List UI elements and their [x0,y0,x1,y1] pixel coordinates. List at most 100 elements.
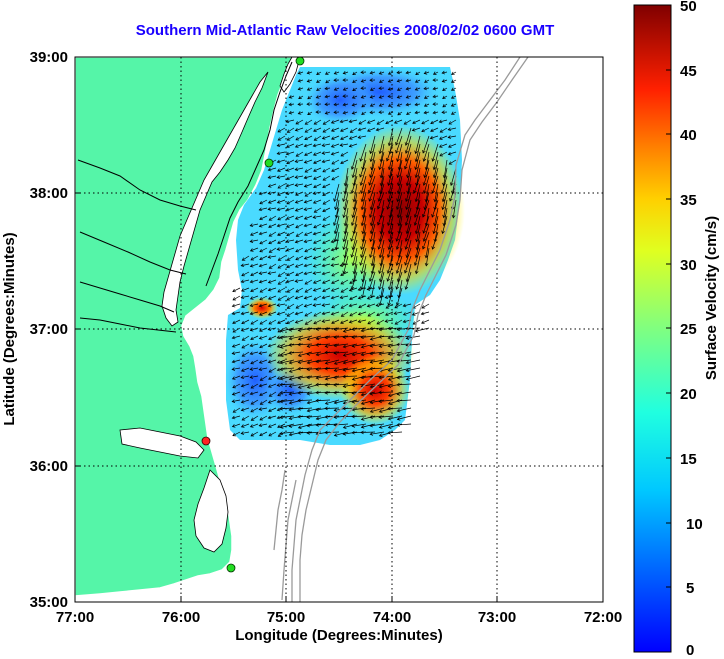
velocity-arrow-head [279,360,284,365]
velocity-arrow-head [378,334,382,339]
velocity-arrow-head [297,398,301,403]
velocity-arrow [432,231,439,250]
velocity-arrow [394,319,403,325]
velocity-arrow-head [322,248,326,253]
velocity-arrow [307,95,313,100]
velocity-arrow [415,143,421,162]
velocity-arrow-head [432,166,437,171]
velocity-arrow [367,295,376,300]
velocity-arrow-head [360,95,365,99]
velocity-arrow-head [297,337,302,341]
velocity-arrow-head [378,71,383,75]
velocity-arrow-head [288,384,293,388]
velocity-arrow-head [258,367,263,371]
station-marker-active[interactable] [201,436,211,446]
velocity-arrow-head [304,321,309,325]
velocity-arrow-head [276,200,281,204]
velocity-arrow [369,263,376,282]
velocity-arrow [250,335,259,340]
velocity-arrow-head [277,257,282,261]
velocity-arrow-head [286,272,290,277]
velocity-arrow-head [277,265,282,269]
velocity-arrow-head [276,407,281,412]
station-marker[interactable] [226,563,236,573]
velocity-arrow [296,151,304,157]
velocity-arrow [397,175,403,194]
velocity-arrow [277,343,286,348]
y-tick-label: 38:00 [30,185,68,202]
velocity-arrow-head [313,209,318,213]
velocity-arrow-head [315,95,320,99]
velocity-arrow-head [250,417,255,421]
velocity-arrow [286,247,295,251]
velocity-arrow [277,143,286,147]
velocity-arrow [433,111,439,114]
velocity-arrow [360,271,367,290]
velocity-arrow-head [331,273,335,277]
velocity-arrow-head [268,353,273,357]
velocity-arrow-head [379,158,384,163]
velocity-arrow [268,199,277,204]
velocity-arrow-head [279,345,284,349]
velocity-arrow-head [288,392,293,396]
velocity-arrow-head [321,271,326,276]
velocity-arrow [277,287,286,293]
velocity-arrow-head [295,256,299,261]
velocity-arrow [379,223,385,242]
velocity-arrow-head [276,311,281,316]
velocity-arrow [298,111,304,115]
velocity-arrow [358,319,367,323]
velocity-arrow-head [276,376,281,380]
velocity-arrow [359,159,367,178]
velocity-arrow [268,343,277,347]
station-marker[interactable] [295,57,305,66]
pamlico-sound [193,469,229,553]
velocity-arrow [377,191,385,210]
velocity-arrow [397,263,403,282]
velocity-arrow [334,103,340,106]
velocity-arrow-head [378,95,383,99]
velocity-arrow [376,319,385,325]
velocity-arrow-head [294,167,299,172]
velocity-arrow-head [413,189,417,194]
velocity-arrow-head [404,262,408,266]
velocity-arrow [368,175,376,194]
velocity-arrow-head [349,129,354,133]
velocity-arrow [351,271,358,290]
velocity-arrow-head [351,102,356,107]
station-marker[interactable] [264,158,274,168]
velocity-arrow-head [361,214,366,219]
velocity-arrow-head [250,288,254,293]
velocity-arrow [298,391,313,394]
velocity-arrow-head [324,366,328,371]
velocity-arrow-head [333,110,337,115]
velocity-arrow-head [250,257,255,261]
velocity-arrow [241,415,250,421]
velocity-arrow-head [286,137,291,141]
velocity-arrow-head [332,222,337,226]
velocity-arrow [433,95,439,98]
velocity-arrow [404,119,412,125]
velocity-arrow-head [396,375,401,380]
velocity-arrow-head [267,359,272,364]
velocity-arrow [331,143,340,148]
velocity-arrow [241,271,250,276]
velocity-arrow-head [295,137,300,141]
velocity-arrow-head [295,121,300,125]
velocity-arrow-head [322,201,327,205]
velocity-arrow [343,71,349,74]
velocity-arrow [360,167,367,186]
velocity-arrow [386,143,394,162]
velocity-arrow [313,127,322,132]
velocity-arrow [334,335,349,338]
velocity-arrow [415,151,421,170]
velocity-arrow [340,151,349,157]
velocity-arrow [343,87,349,91]
velocity-arrow-head [259,328,263,332]
velocity-arrow-head [369,360,374,364]
velocity-arrow [397,199,403,218]
velocity-arrow [333,207,340,226]
velocity-arrow [250,303,259,307]
velocity-arrow-head [279,406,283,411]
velocity-arrow-head [241,417,246,421]
